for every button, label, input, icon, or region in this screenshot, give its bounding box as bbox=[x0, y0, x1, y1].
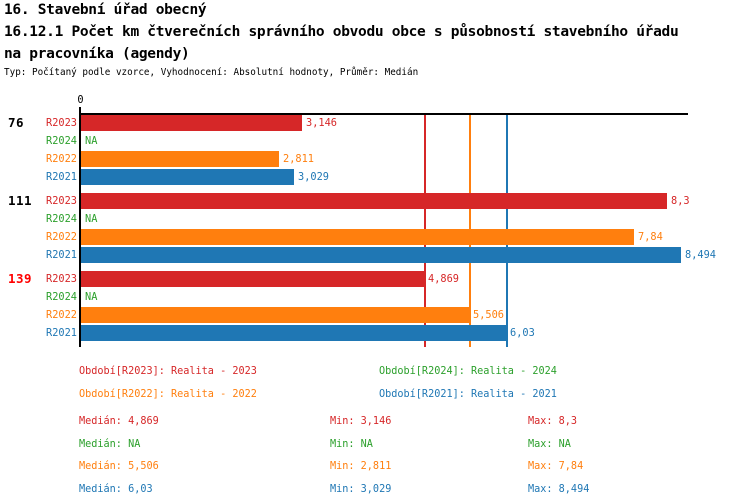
bar-139-R2023 bbox=[81, 271, 424, 287]
bar-value-label-76-R2021: 3,029 bbox=[298, 171, 329, 183]
legend-item-R2024: Období[R2024]: Realita - 2024 bbox=[379, 366, 557, 377]
series-label-R2024: R2024 bbox=[46, 135, 77, 147]
bar-111-R2022 bbox=[81, 229, 634, 245]
stat-min-R2023: Min: 3,146 bbox=[330, 416, 392, 427]
report-title-line2: 16.12.1 Počet km čtverečních správního o… bbox=[4, 24, 679, 40]
bar-value-label-139-R2024: NA bbox=[85, 291, 98, 303]
series-label-R2021: R2021 bbox=[46, 327, 77, 339]
bar-value-label-111-R2021: 8,494 bbox=[685, 249, 716, 261]
bar-76-R2023 bbox=[81, 115, 302, 131]
series-label-R2022: R2022 bbox=[46, 153, 77, 165]
legend-item-R2021: Období[R2021]: Realita - 2021 bbox=[379, 389, 557, 400]
group-label-139: 139 bbox=[8, 271, 33, 286]
bar-value-label-139-R2022: 5,506 bbox=[473, 309, 504, 321]
series-label-R2021: R2021 bbox=[46, 249, 77, 261]
stat-min-R2021: Min: 3,029 bbox=[330, 483, 392, 495]
group-label-76: 76 bbox=[8, 115, 25, 130]
stat-max-R2023: Max: 8,3 bbox=[528, 416, 578, 427]
bar-139-R2022 bbox=[81, 307, 469, 323]
bar-139-R2021 bbox=[81, 325, 506, 341]
stat-median-R2022: Medián: 5,506 bbox=[79, 461, 159, 472]
x-axis-tick-label: 0 bbox=[77, 94, 84, 106]
series-label-R2024: R2024 bbox=[46, 213, 77, 225]
bar-value-label-111-R2022: 7,84 bbox=[638, 231, 663, 243]
stat-max-R2021: Max: 8,494 bbox=[528, 483, 590, 495]
series-label-R2023: R2023 bbox=[46, 273, 77, 285]
series-label-R2021: R2021 bbox=[46, 171, 77, 183]
x-axis-line bbox=[79, 113, 688, 115]
bar-111-R2023 bbox=[81, 193, 667, 209]
series-label-R2024: R2024 bbox=[46, 291, 77, 303]
bar-value-label-139-R2023: 4,869 bbox=[428, 273, 459, 285]
bar-76-R2022 bbox=[81, 151, 279, 167]
stat-median-R2023: Medián: 4,869 bbox=[79, 416, 159, 427]
group-label-111: 111 bbox=[8, 193, 33, 208]
bar-value-label-111-R2024: NA bbox=[85, 213, 98, 225]
series-label-R2023: R2023 bbox=[46, 117, 77, 129]
stat-max-R2022: Max: 7,84 bbox=[528, 461, 584, 472]
bar-value-label-111-R2023: 8,3 bbox=[671, 195, 690, 207]
series-label-R2022: R2022 bbox=[46, 309, 77, 321]
bar-111-R2021 bbox=[81, 247, 681, 263]
bar-value-label-76-R2024: NA bbox=[85, 135, 98, 147]
series-label-R2023: R2023 bbox=[46, 195, 77, 207]
legend-item-R2023: Období[R2023]: Realita - 2023 bbox=[79, 366, 257, 377]
legend-item-R2022: Období[R2022]: Realita - 2022 bbox=[79, 389, 257, 400]
stat-min-R2024: Min: NA bbox=[330, 438, 373, 450]
stat-min-R2022: Min: 2,811 bbox=[330, 461, 392, 472]
stat-median-R2024: Medián: NA bbox=[79, 438, 141, 450]
report-title-line1: 16. Stavební úřad obecný bbox=[4, 2, 207, 18]
stat-median-R2021: Medián: 6,03 bbox=[79, 483, 153, 495]
report-subtitle: Typ: Počítaný podle vzorce, Vyhodnocení:… bbox=[4, 67, 419, 78]
report-title-line3: na pracovníka (agendy) bbox=[4, 46, 190, 62]
bar-value-label-76-R2022: 2,811 bbox=[283, 153, 314, 165]
y-axis-line bbox=[79, 107, 81, 347]
bar-value-label-139-R2021: 6,03 bbox=[510, 327, 535, 339]
bar-76-R2021 bbox=[81, 169, 294, 185]
stat-max-R2024: Max: NA bbox=[528, 438, 571, 450]
bar-value-label-76-R2023: 3,146 bbox=[306, 117, 337, 129]
series-label-R2022: R2022 bbox=[46, 231, 77, 243]
